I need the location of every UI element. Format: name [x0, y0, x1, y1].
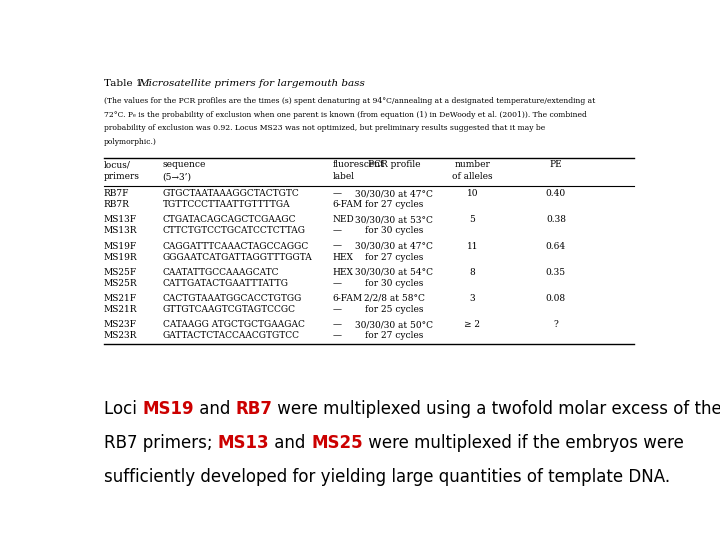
- Text: 5: 5: [469, 215, 475, 224]
- Text: Table 1.: Table 1.: [104, 79, 149, 89]
- Text: polymorphic.): polymorphic.): [104, 138, 157, 146]
- Text: CTGATACAGCAGCTCGAAGC
CTTCTGTCCTGCATCCTCTTAG: CTGATACAGCAGCTCGAAGC CTTCTGTCCTGCATCCTCT…: [163, 215, 305, 235]
- Text: 72°C. Pₑ is the probability of exclusion when one parent is known (from equation: 72°C. Pₑ is the probability of exclusion…: [104, 111, 587, 119]
- Text: fluorescent
label: fluorescent label: [333, 160, 384, 181]
- Text: MS13F
MS13R: MS13F MS13R: [104, 215, 138, 235]
- Text: —
—: — —: [333, 320, 342, 340]
- Text: MS13: MS13: [218, 434, 269, 451]
- Text: 30/30/30 at 50°C
for 27 cycles: 30/30/30 at 50°C for 27 cycles: [355, 320, 433, 340]
- Text: were multiplexed using a twofold molar excess of the: were multiplexed using a twofold molar e…: [272, 400, 720, 417]
- Text: 0.38: 0.38: [546, 215, 566, 224]
- Text: —
6-FAM: — 6-FAM: [333, 189, 363, 209]
- Text: PCR profile: PCR profile: [368, 160, 420, 170]
- Text: RB7: RB7: [235, 400, 272, 417]
- Text: MS19F
MS19R: MS19F MS19R: [104, 241, 138, 261]
- Text: number
of alleles: number of alleles: [452, 160, 492, 181]
- Text: 30/30/30 at 47°C
for 27 cycles: 30/30/30 at 47°C for 27 cycles: [355, 189, 433, 209]
- Text: 10: 10: [467, 189, 478, 198]
- Text: and: and: [269, 434, 311, 451]
- Text: 11: 11: [467, 241, 478, 251]
- Text: MS23F
MS23R: MS23F MS23R: [104, 320, 138, 340]
- Text: CACTGTAAATGGCACCTGTGG
GTTGTCAAGTCGTAGTCCGC: CACTGTAAATGGCACCTGTGG GTTGTCAAGTCGTAGTCC…: [163, 294, 302, 314]
- Text: sufficiently developed for yielding large quantities of template DNA.: sufficiently developed for yielding larg…: [104, 468, 670, 485]
- Text: locus/
primers: locus/ primers: [104, 160, 140, 181]
- Text: 30/30/30 at 54°C
for 30 cycles: 30/30/30 at 54°C for 30 cycles: [355, 268, 433, 288]
- Text: MS25: MS25: [311, 434, 363, 451]
- Text: 3: 3: [469, 294, 475, 303]
- Text: 8: 8: [469, 268, 475, 276]
- Text: MS25F
MS25R: MS25F MS25R: [104, 268, 138, 288]
- Text: (The values for the PCR profiles are the times (s) spent denaturing at 94°C/anne: (The values for the PCR profiles are the…: [104, 97, 595, 105]
- Text: HEX
—: HEX —: [333, 268, 354, 288]
- Text: ≥ 2: ≥ 2: [464, 320, 480, 329]
- Text: 0.64: 0.64: [546, 241, 566, 251]
- Text: CAATATTGCCAAAGCATC
CATTGATACTGAATTTATTG: CAATATTGCCAAAGCATC CATTGATACTGAATTTATTG: [163, 268, 289, 288]
- Text: ?: ?: [554, 320, 558, 329]
- Text: GTGCTAATAAAGGCTACTGTC
TGTTCCCTTAATTGTTTTGA: GTGCTAATAAAGGCTACTGTC TGTTCCCTTAATTGTTTT…: [163, 189, 300, 209]
- Text: probability of exclusion was 0.92. Locus MS23 was not optimized, but preliminary: probability of exclusion was 0.92. Locus…: [104, 124, 545, 132]
- Text: and: and: [194, 400, 235, 417]
- Text: MS21F
MS21R: MS21F MS21R: [104, 294, 138, 314]
- Text: 30/30/30 at 47°C
for 27 cycles: 30/30/30 at 47°C for 27 cycles: [355, 241, 433, 261]
- Text: were multiplexed if the embryos were: were multiplexed if the embryos were: [363, 434, 683, 451]
- Text: 0.40: 0.40: [546, 189, 566, 198]
- Text: 2/2/8 at 58°C
for 25 cycles: 2/2/8 at 58°C for 25 cycles: [364, 294, 425, 314]
- Text: 0.35: 0.35: [546, 268, 566, 276]
- Text: CAGGATTTCAAACTAGCCAGGC
GGGAATCATGATTAGGTTTGGTA: CAGGATTTCAAACTAGCCAGGC GGGAATCATGATTAGGT…: [163, 241, 312, 261]
- Text: Microsatellite primers for largemouth bass: Microsatellite primers for largemouth ba…: [138, 79, 366, 89]
- Text: RB7F
RB7R: RB7F RB7R: [104, 189, 130, 209]
- Text: MS19: MS19: [142, 400, 194, 417]
- Text: PE: PE: [549, 160, 562, 170]
- Text: 0.08: 0.08: [546, 294, 566, 303]
- Text: RB7 primers;: RB7 primers;: [104, 434, 218, 451]
- Text: CATAAGG ATGCTGCTGAAGAC
GATTACTCTACCAACGTGTCC: CATAAGG ATGCTGCTGAAGAC GATTACTCTACCAACGT…: [163, 320, 305, 340]
- Text: NED
—: NED —: [333, 215, 354, 235]
- Text: 30/30/30 at 53°C
for 30 cycles: 30/30/30 at 53°C for 30 cycles: [355, 215, 433, 235]
- Text: sequence
(5→3’): sequence (5→3’): [163, 160, 206, 181]
- Text: Loci: Loci: [104, 400, 142, 417]
- Text: 6-FAM
—: 6-FAM —: [333, 294, 363, 314]
- Text: —
HEX: — HEX: [333, 241, 354, 261]
